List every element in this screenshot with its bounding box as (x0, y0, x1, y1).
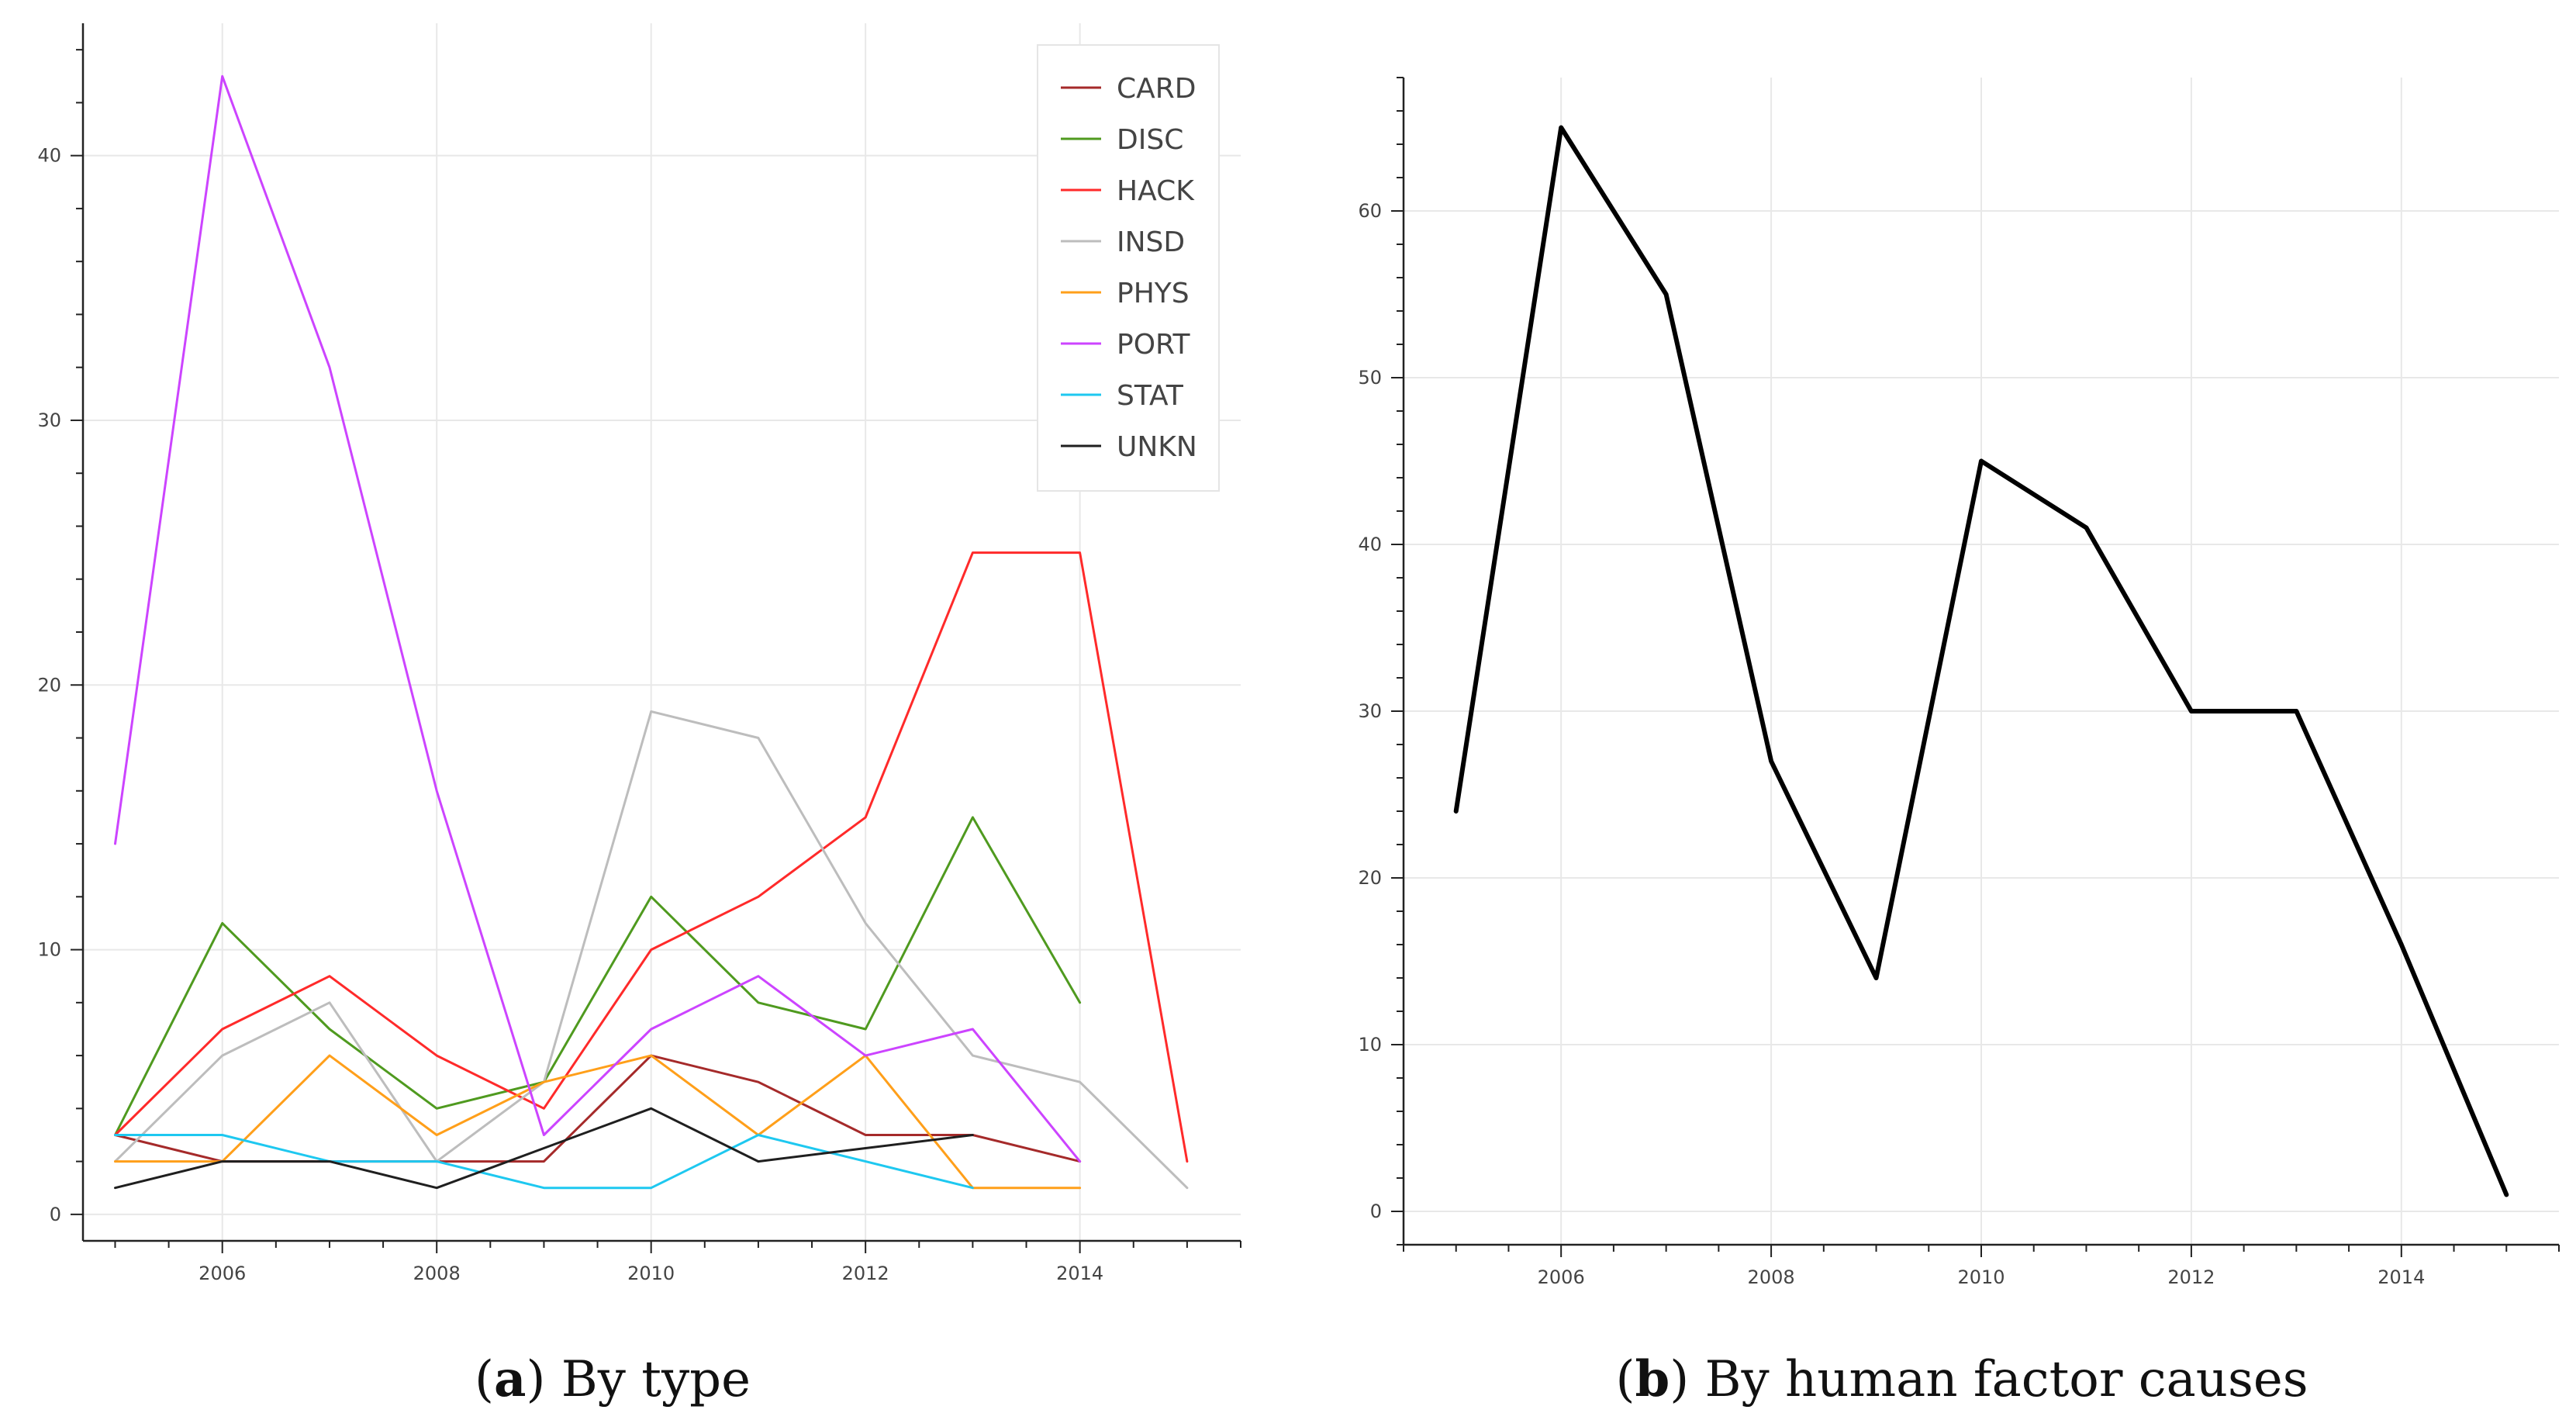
x-tick-label-2006: 2006 (199, 1263, 246, 1284)
axes-a: 2006 2008 2010 2012 2014 0 10 20 30 40 (37, 23, 1241, 1284)
caption-letter-a: a (494, 1350, 526, 1408)
x-tick-label-2014: 2014 (1056, 1263, 1103, 1284)
x-tick-label-2008: 2008 (413, 1263, 461, 1284)
y-tick-label-40: 40 (37, 145, 61, 167)
caption-letter-b: b (1635, 1350, 1670, 1408)
series-line-human-factor-causes (1453, 125, 2509, 1197)
x-tick-label-2012: 2012 (842, 1263, 889, 1284)
series-group-b (1453, 125, 2509, 1197)
y-tick-label-50: 50 (1358, 367, 1382, 389)
y-tick-label-30: 30 (37, 409, 61, 431)
legend-label-card: CARD (1117, 73, 1196, 105)
grid-b (1404, 78, 2559, 1245)
series-line-phys (114, 1054, 1082, 1190)
y-tick-label-30: 30 (1358, 700, 1382, 722)
x-tick-label-2010: 2010 (627, 1263, 675, 1284)
series-group-a (114, 74, 1189, 1190)
series-line-port (114, 74, 1082, 1163)
caption-text-a: By type (561, 1351, 751, 1408)
series-line-unkn (114, 1107, 974, 1190)
legend-label-phys: PHYS (1117, 278, 1190, 309)
series-line-disc (114, 816, 1082, 1136)
y-tick-label-40: 40 (1358, 534, 1382, 555)
axes-b: 2006 2008 2010 2012 2014 0 10 20 30 40 50 60 (1358, 77, 2560, 1288)
caption-by-type: (a) By type (475, 1350, 751, 1408)
y-tick-label-10: 10 (1358, 1034, 1382, 1055)
y-tick-label-10: 10 (37, 939, 61, 961)
y-tick-label-20: 20 (1358, 867, 1382, 889)
y-tick-label-0: 0 (50, 1204, 61, 1225)
caption-text-b: By human factor causes (1705, 1351, 2308, 1408)
legend-label-unkn: UNKN (1117, 431, 1197, 463)
legend: CARD DISC HACK INSD PHYS PORT STAT UNKN (1037, 44, 1220, 492)
y-tick-label-60: 60 (1358, 200, 1382, 222)
caption-by-human-factor-causes: (b) By human factor causes (1615, 1350, 2308, 1408)
legend-label-hack: HACK (1117, 175, 1195, 207)
x-tick-label-2006: 2006 (1538, 1266, 1585, 1288)
legend-box (1037, 44, 1220, 492)
legend-label-stat: STAT (1117, 380, 1184, 412)
y-tick-label-0: 0 (1370, 1201, 1382, 1222)
x-tick-label-2010: 2010 (1957, 1266, 2005, 1288)
panel-by-human-factor-causes: 2006 2008 2010 2012 2014 0 10 20 30 40 50 60 (b) By… (1358, 77, 2560, 1408)
legend-label-disc: DISC (1117, 124, 1183, 156)
x-tick-label-2008: 2008 (1748, 1266, 1795, 1288)
legend-label-port: PORT (1117, 329, 1190, 361)
series-line-insd (114, 710, 1189, 1190)
x-tick-label-2012: 2012 (2167, 1266, 2215, 1288)
y-tick-label-20: 20 (37, 674, 61, 696)
series-line-hack (114, 551, 1189, 1163)
legend-label-insd: INSD (1117, 226, 1185, 258)
x-tick-label-2014: 2014 (2377, 1266, 2425, 1288)
